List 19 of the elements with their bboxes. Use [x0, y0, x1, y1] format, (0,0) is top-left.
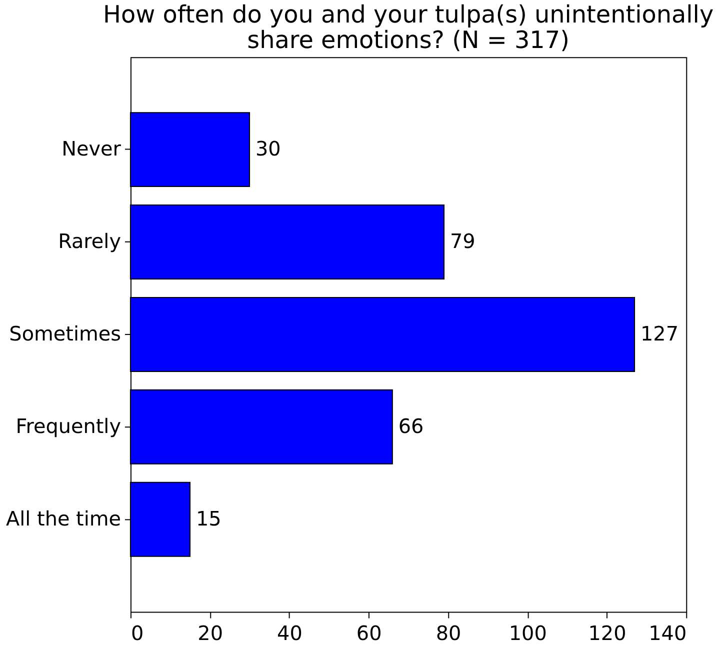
- x-tick-label: 40: [277, 622, 302, 646]
- x-tick-label: 20: [198, 622, 224, 646]
- data-label: 66: [398, 414, 424, 438]
- data-label: 79: [450, 230, 476, 253]
- y-tick-label: All the time: [6, 507, 121, 530]
- x-tick-label: 140: [648, 622, 687, 646]
- x-tick-label: 100: [508, 622, 547, 646]
- y-tick-label: Sometimes: [9, 322, 121, 346]
- x-tick-label: 60: [356, 622, 382, 646]
- y-tick-label: Never: [62, 138, 122, 161]
- x-tick-label: 80: [436, 622, 462, 646]
- chart-title: How often do you and your tulpa(s) unintentionally share emotions? (N = 317): [103, 0, 714, 54]
- x-tick-label: 120: [588, 622, 626, 646]
- data-label: 127: [640, 322, 679, 346]
- x-tick-label: 0: [130, 622, 144, 646]
- y-tick-label: Frequently: [16, 414, 122, 438]
- data-label: 30: [256, 138, 281, 161]
- y-tick-label: Rarely: [58, 230, 122, 253]
- data-label: 15: [196, 507, 222, 530]
